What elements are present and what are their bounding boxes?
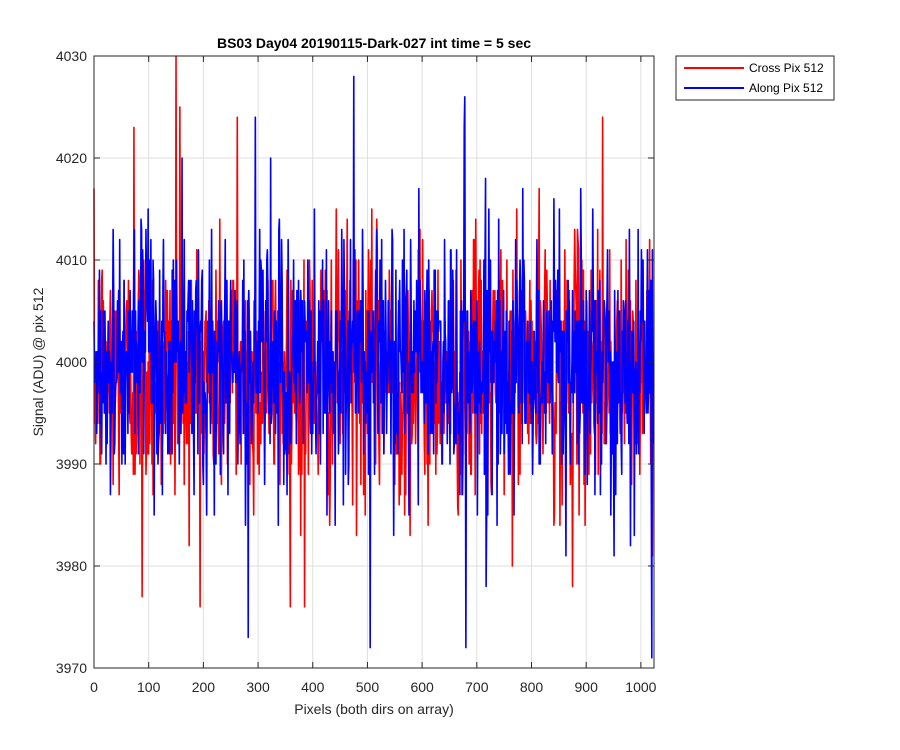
x-tick-label: 700 — [465, 679, 489, 695]
y-axis-label: Signal (ADU) @ pix 512 — [30, 287, 46, 436]
series-layer — [93, 55, 655, 659]
x-tick-label: 600 — [410, 679, 434, 695]
x-tick-label: 800 — [520, 679, 544, 695]
x-tick-label: 900 — [575, 679, 599, 695]
x-tick-labels: 0 100 200 300 400 500 600 700 800 900 1000 — [90, 679, 657, 695]
x-tick-label: 400 — [301, 679, 325, 695]
x-axis-label: Pixels (both dirs on array) — [294, 701, 454, 717]
legend-label-along: Along Pix 512 — [749, 81, 823, 95]
x-tick-label: 100 — [137, 679, 161, 695]
x-tick-label: 300 — [246, 679, 270, 695]
x-tick-label: 200 — [192, 679, 216, 695]
y-tick-label: 4010 — [56, 252, 87, 268]
y-tick-label: 3990 — [56, 456, 87, 472]
y-tick-labels: 3970 3980 3990 4000 4010 4020 4030 — [56, 48, 87, 676]
legend[interactable]: Cross Pix 512 Along Pix 512 — [675, 55, 835, 101]
y-tick-label: 3980 — [56, 558, 87, 574]
legend-label-cross: Cross Pix 512 — [749, 61, 824, 75]
ticks — [93, 55, 654, 669]
x-tick-label: 1000 — [625, 679, 656, 695]
x-tick-label: 500 — [356, 679, 380, 695]
legend-box — [675, 55, 835, 101]
y-tick-label: 4000 — [56, 354, 87, 370]
series-line-along-pix-512 — [93, 75, 655, 659]
y-tick-label: 3970 — [56, 660, 87, 676]
y-tick-label: 4030 — [56, 48, 87, 64]
chart-title: BS03 Day04 20190115-Dark-027 int time = … — [217, 35, 531, 51]
plot-area — [93, 55, 655, 669]
y-tick-label: 4020 — [56, 150, 87, 166]
x-tick-label: 0 — [90, 679, 98, 695]
